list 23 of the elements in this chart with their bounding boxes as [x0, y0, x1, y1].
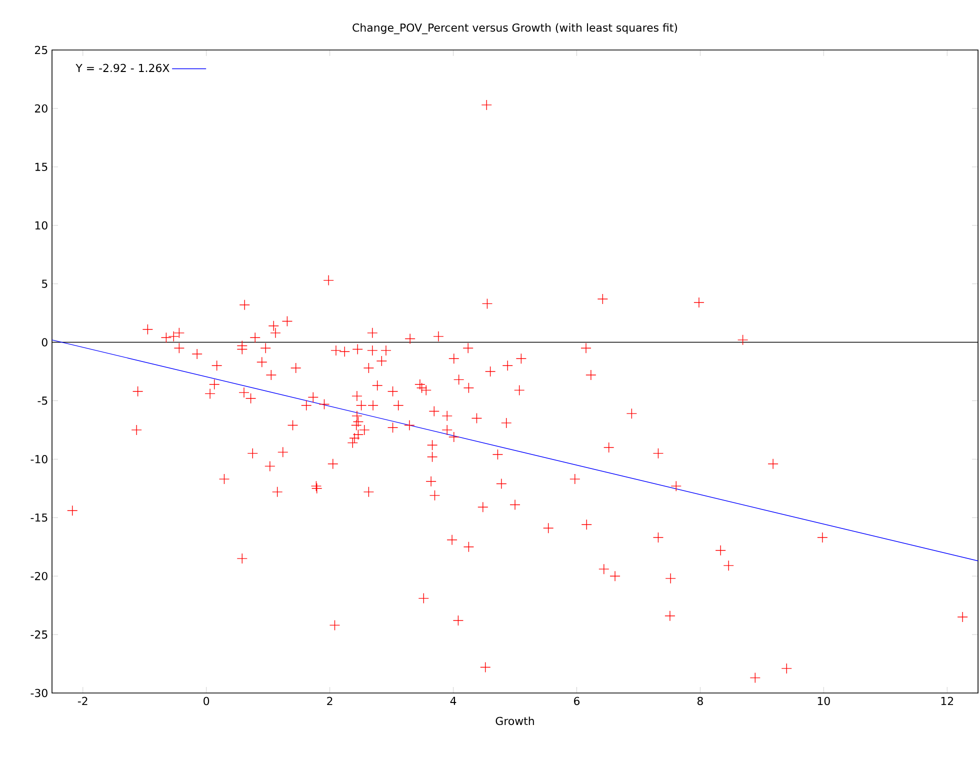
x-tick-label: 2 [327, 696, 332, 705]
x-axis-title: Growth [496, 716, 534, 726]
y-tick-label: 10 [35, 221, 48, 230]
y-tick-label: 20 [35, 104, 48, 113]
y-tick-label: -5 [38, 396, 48, 405]
y-tick-label: -15 [30, 514, 48, 522]
y-tick-label: 15 [35, 162, 48, 171]
x-tick-label: 6 [574, 696, 580, 706]
y-tick-label: -20 [30, 572, 48, 580]
y-tick-label: 0 [42, 338, 48, 346]
y-tick-label: -10 [30, 455, 48, 464]
x-tick-label: 10 [818, 696, 830, 706]
y-tick-label: 5 [42, 280, 48, 288]
x-tick-label: -2 [78, 696, 88, 705]
x-tick-label: 8 [697, 696, 703, 706]
x-tick-label: 0 [204, 696, 210, 706]
y-tick-label: 25 [35, 46, 48, 54]
x-tick-label: 4 [450, 696, 456, 705]
y-tick-label: -25 [30, 630, 48, 639]
chart-title: Change_POV_Percent versus Growth (with least squares fit) [352, 23, 678, 34]
y-tick-label: -30 [30, 688, 48, 698]
x-tick-label: 12 [941, 696, 954, 705]
legend-label: Y = -2.92 - 1.26X [76, 64, 170, 72]
